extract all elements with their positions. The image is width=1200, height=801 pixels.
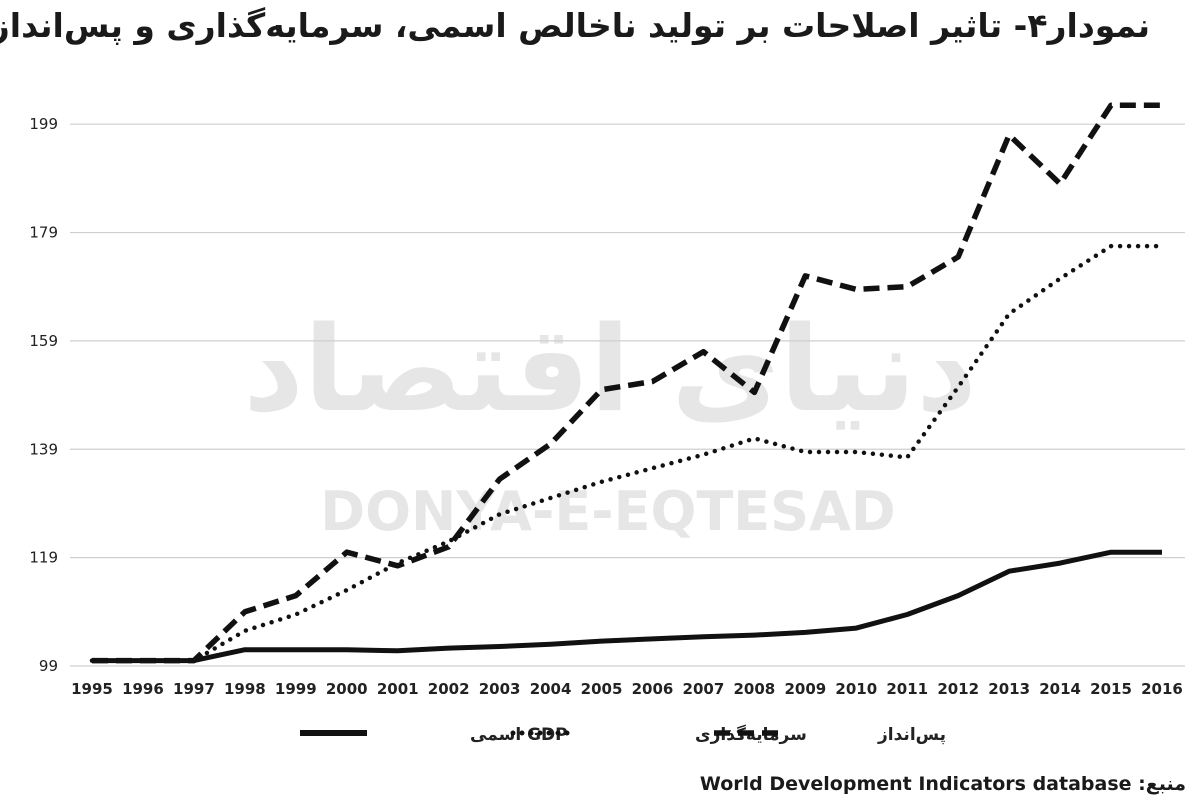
series-line-0	[92, 549, 1162, 664]
watermark-latin: DONYA-E-EQTESAD	[320, 480, 895, 543]
y-tick-label: 139	[29, 440, 58, 458]
legend-label-savings: پس‌انداز	[877, 725, 946, 745]
y-tick-label: 179	[29, 224, 58, 242]
x-tick-label: 2010	[835, 680, 877, 698]
x-tick-label: 2002	[428, 680, 470, 698]
legend: GDP اسمی سرمایه‌گذاری پس‌انداز	[300, 724, 946, 745]
watermark: دنیای اقتصاد DONYA-E-EQTESAD	[243, 300, 977, 543]
source-note: منبع: World Development Indicators datab…	[699, 773, 1186, 795]
x-tick-label: 2014	[1039, 680, 1081, 698]
x-tick-label: 1996	[122, 680, 164, 698]
y-axis: 99 119 139 159 179 199	[29, 115, 58, 675]
series-layer	[89, 102, 1165, 664]
legend-label-gdp: GDP اسمی	[470, 725, 568, 745]
x-tick-label: 2008	[734, 680, 776, 698]
x-tick-label: 2012	[937, 680, 979, 698]
x-tick-label: 1995	[71, 680, 113, 698]
x-tick-label: 1999	[275, 680, 317, 698]
x-tick-label: 2003	[479, 680, 521, 698]
x-tick-label: 2015	[1090, 680, 1132, 698]
x-tick-label: 2013	[988, 680, 1030, 698]
x-tick-label: 1997	[173, 680, 215, 698]
x-tick-label: 2009	[784, 680, 826, 698]
x-axis: 1995 1996 1997 1998 1999 2000 2001 2002 2003 2004…	[71, 680, 1183, 698]
x-tick-label: 2004	[530, 680, 572, 698]
x-tick-label: 2005	[581, 680, 623, 698]
x-tick-label: 2016	[1141, 680, 1183, 698]
watermark-persian: دنیای اقتصاد	[243, 300, 977, 438]
x-tick-label: 2007	[683, 680, 725, 698]
x-tick-label: 1998	[224, 680, 266, 698]
y-tick-label: 199	[29, 115, 58, 133]
series-0	[92, 549, 1162, 664]
series-line-1	[89, 243, 1165, 663]
series-1	[89, 243, 1165, 663]
x-tick-label: 2011	[886, 680, 928, 698]
x-tick-label: 2006	[632, 680, 674, 698]
y-tick-label: 119	[29, 549, 58, 567]
x-tick-label: 2001	[377, 680, 419, 698]
y-tick-label: 99	[39, 657, 58, 675]
grid-layer	[70, 123, 1185, 667]
series-line-2	[92, 102, 1162, 664]
x-tick-label: 2000	[326, 680, 368, 698]
chart-title: نمودار۴- تاثیر اصلاحات بر تولید ناخالص ا…	[0, 6, 1150, 45]
y-tick-label: 159	[29, 332, 58, 350]
series-2	[92, 102, 1162, 664]
